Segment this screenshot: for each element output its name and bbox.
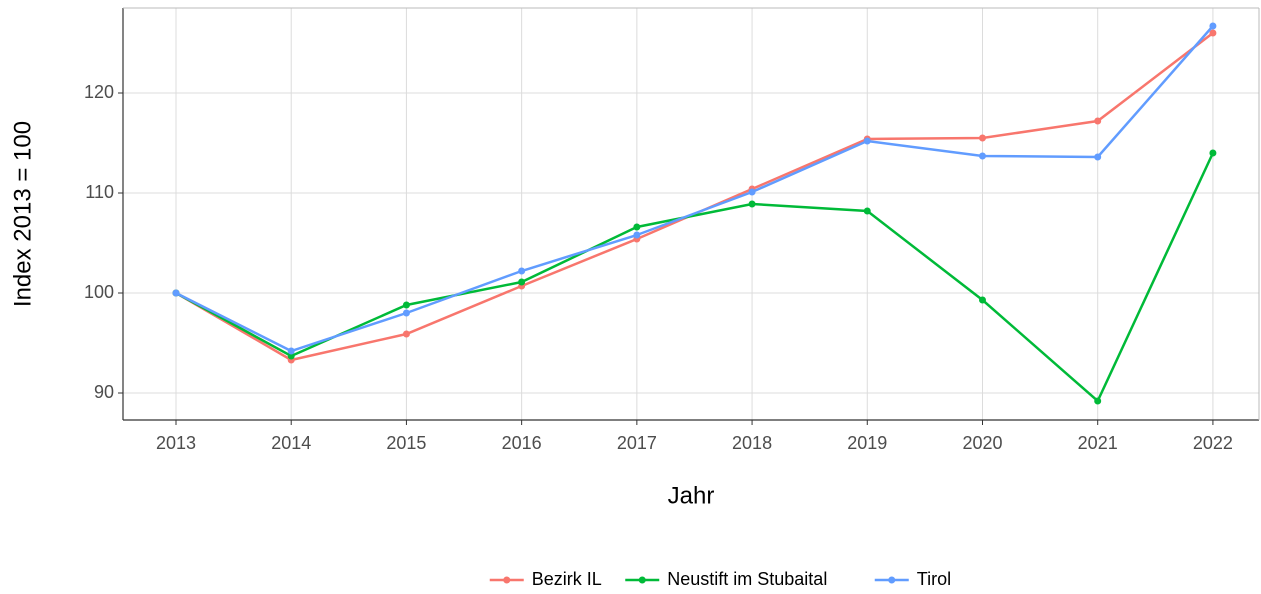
- point: [287, 352, 295, 360]
- point: [402, 330, 410, 338]
- point: [518, 278, 526, 286]
- point: [518, 267, 526, 275]
- point: [1209, 149, 1217, 157]
- line: [175, 25, 1214, 353]
- point: [402, 309, 410, 317]
- legend-key: [638, 576, 646, 584]
- point: [748, 188, 756, 196]
- point: [1094, 153, 1102, 161]
- x-tick-label: 2020: [962, 433, 1002, 453]
- point: [1094, 397, 1102, 405]
- x-tick-label: 2021: [1078, 433, 1118, 453]
- x-tick-label: 2018: [732, 433, 772, 453]
- y-tick-label: 100: [84, 282, 114, 302]
- legend-key: [503, 576, 511, 584]
- point: [1094, 117, 1102, 125]
- legend-label: Tirol: [917, 569, 951, 589]
- point: [402, 301, 410, 309]
- y-tick-label: 90: [94, 382, 114, 402]
- x-tick-label: 2022: [1193, 433, 1233, 453]
- point: [633, 231, 641, 239]
- point: [978, 134, 986, 142]
- legend-label: Bezirk IL: [532, 569, 602, 589]
- x-tick-label: 2016: [502, 433, 542, 453]
- y-tick-label: 120: [84, 82, 114, 102]
- y-axis-label: Index 2013 = 100: [9, 121, 36, 307]
- x-tick-label: 2017: [617, 433, 657, 453]
- point: [748, 200, 756, 208]
- legend-label: Neustift im Stubaital: [667, 569, 827, 589]
- point: [1209, 29, 1217, 37]
- x-tick-label: 2014: [271, 433, 311, 453]
- x-tick-label: 2013: [156, 433, 196, 453]
- point: [978, 152, 986, 160]
- x-tick-label: 2015: [386, 433, 426, 453]
- point: [1209, 22, 1217, 30]
- line: [175, 152, 1215, 404]
- point: [287, 347, 295, 355]
- point: [978, 296, 986, 304]
- legend-key: [888, 576, 896, 584]
- x-tick-label: 2019: [847, 433, 887, 453]
- x-axis-label: Jahr: [668, 482, 715, 509]
- y-tick-label: 110: [85, 182, 114, 202]
- point: [863, 137, 871, 145]
- point: [633, 223, 641, 231]
- point: [863, 207, 871, 215]
- point: [172, 289, 180, 297]
